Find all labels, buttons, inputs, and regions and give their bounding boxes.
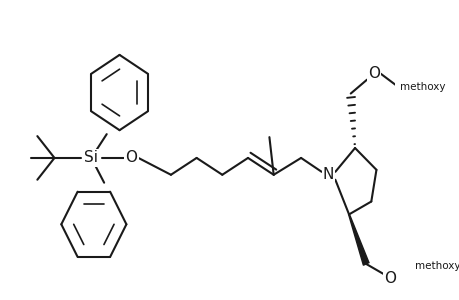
Text: methoxy: methoxy [399,82,444,92]
Text: Si: Si [84,150,98,165]
Polygon shape [348,214,368,265]
Text: O: O [125,150,137,165]
Text: O: O [367,66,379,81]
Text: methoxy: methoxy [414,261,459,271]
Text: N: N [322,167,333,182]
Text: O: O [383,271,395,286]
